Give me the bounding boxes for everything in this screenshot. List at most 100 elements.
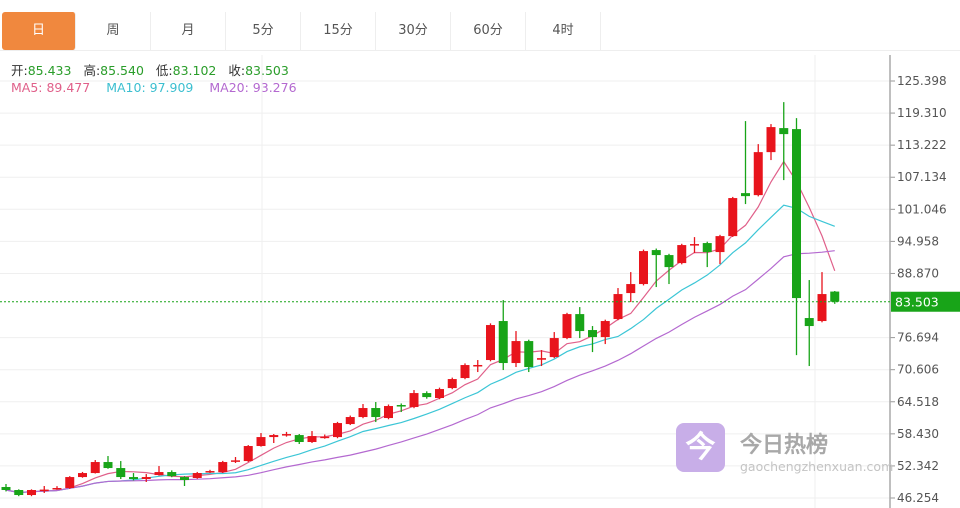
y-tick-label: 113.222 (897, 138, 947, 152)
low-value: 83.102 (172, 63, 217, 78)
y-tick-label: 88.870 (897, 266, 939, 280)
watermark-url: gaochengzhenxuan.com (740, 459, 894, 474)
candle-up (460, 365, 470, 379)
candle-down (116, 468, 126, 478)
candle-up (78, 473, 87, 478)
candle-down (294, 435, 304, 443)
ma5-value: MA5: 89.477 (11, 80, 91, 95)
y-tick-label: 94.958 (897, 234, 939, 248)
high-label: 高: (83, 63, 101, 78)
open-value: 85.433 (27, 63, 72, 78)
candle-down (804, 318, 814, 327)
y-tick-label: 76.694 (897, 331, 939, 345)
candle-up (218, 462, 228, 473)
candle-down (129, 477, 138, 480)
candle-up (677, 245, 687, 264)
candle-down (779, 128, 789, 135)
candle-up (486, 325, 495, 361)
y-tick-label: 125.398 (897, 74, 947, 88)
candle-up (766, 127, 776, 153)
candle-down (588, 330, 597, 338)
tab-1[interactable]: 周 (76, 12, 151, 50)
candle-up (384, 406, 393, 419)
candle-down (651, 250, 661, 256)
candle-up (345, 417, 355, 425)
candle-up (256, 437, 266, 447)
watermark-logo: 今 (676, 423, 725, 472)
candle-up (435, 389, 444, 399)
candle-up (753, 152, 763, 196)
tab-7[interactable]: 4时 (526, 12, 601, 50)
candle-up (613, 294, 623, 320)
candle-up (817, 294, 827, 322)
tab-4[interactable]: 15分 (301, 12, 376, 50)
candle-down (498, 321, 508, 364)
high-value: 85.540 (100, 63, 144, 78)
candle-up (639, 251, 648, 285)
y-tick-label: 64.518 (897, 395, 939, 409)
candle-up (65, 477, 75, 489)
candle-down (371, 408, 381, 418)
tab-3[interactable]: 5分 (226, 12, 301, 50)
watermark-title: 今日热榜 (740, 433, 829, 458)
y-tick-label: 58.430 (897, 427, 939, 441)
candle-up (154, 472, 164, 476)
candle-up (511, 341, 521, 364)
tab-5[interactable]: 30分 (376, 12, 451, 50)
candle-up (447, 379, 457, 389)
candle-up (626, 284, 636, 294)
candle-up (320, 436, 330, 439)
open-label: 开: (11, 63, 28, 78)
y-tick-label: 70.606 (897, 363, 939, 377)
candle-down (396, 405, 406, 407)
tab-6[interactable]: 60分 (451, 12, 526, 50)
candle-up (205, 471, 215, 473)
candle-down (180, 477, 189, 481)
candle-down (702, 243, 712, 253)
candle-up (409, 393, 419, 408)
low-label: 低: (155, 63, 173, 78)
candle-up (537, 358, 546, 360)
y-tick-label: 119.310 (897, 106, 947, 120)
close-label: 收: (228, 63, 246, 78)
candle-down (792, 129, 801, 299)
candle-up (549, 338, 559, 358)
candle-up (333, 423, 342, 438)
candle-up (141, 477, 151, 480)
candle-down (14, 490, 24, 496)
candle-up (243, 446, 253, 462)
candle-down (103, 462, 113, 469)
current-price-badge (891, 291, 960, 312)
ma10-value: MA10: 97.909 (106, 80, 194, 95)
candle-up (690, 244, 699, 246)
ma20-line (5, 250, 835, 494)
close-value: 83.503 (245, 63, 289, 78)
candle-down (575, 314, 585, 332)
ma-info: MA5: 89.477 MA10: 97.909 MA20: 93.276 (11, 80, 297, 95)
candle-up (192, 473, 202, 478)
candle-up (358, 408, 368, 418)
candle-up (269, 435, 279, 438)
candle-up (90, 462, 100, 474)
candle-up (282, 434, 291, 436)
candle-down (167, 472, 177, 477)
candle-down (830, 291, 840, 302)
candle-down (741, 193, 750, 197)
candle-up (52, 488, 62, 490)
y-tick-label: 46.254 (897, 491, 939, 505)
tab-2[interactable]: 月 (151, 12, 226, 50)
candle-down (422, 393, 432, 398)
candle-up (728, 198, 738, 237)
candle-down (1, 487, 11, 491)
candle-up (307, 436, 317, 443)
candle-down (664, 255, 674, 268)
ma20-value: MA20: 93.276 (209, 80, 297, 95)
ohlc-info: 开:85.433 高:85.540 低:83.102 收:83.503 (11, 60, 297, 79)
candle-up (562, 314, 572, 339)
y-tick-label: 52.342 (897, 459, 939, 473)
candle-up (600, 321, 610, 338)
candle-up (473, 364, 483, 367)
tab-0[interactable]: 日 (2, 12, 76, 50)
candle-up (39, 489, 49, 492)
